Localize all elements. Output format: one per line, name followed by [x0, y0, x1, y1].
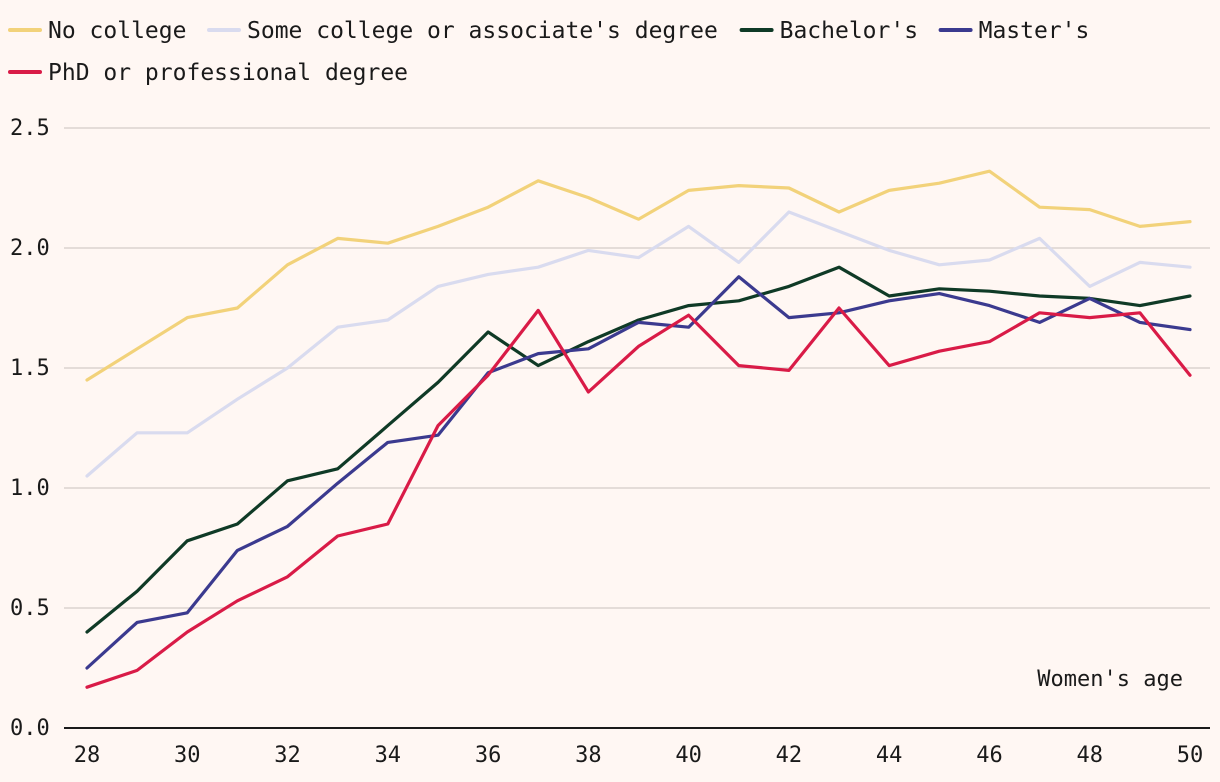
x-tick-label: 28 — [74, 743, 101, 768]
x-tick-label: 48 — [1076, 743, 1103, 768]
x-tick-label: 42 — [776, 743, 803, 768]
x-tick-label: 32 — [274, 743, 301, 768]
legend-label: Some college or associate's degree — [247, 18, 718, 44]
x-tick-label: 38 — [575, 743, 602, 768]
x-tick-label: 34 — [375, 743, 402, 768]
series-line-some-college-or-associate-s-degree — [85, 210, 1192, 478]
legend-label: No college — [48, 18, 186, 44]
x-tick-label: 46 — [976, 743, 1003, 768]
series-lines — [85, 169, 1192, 689]
legend-label: PhD or professional degree — [48, 60, 408, 86]
series-line-bachelor-s — [85, 265, 1192, 634]
y-tick-label: 1.5 — [10, 356, 50, 381]
legend: No college Some college or associate's de… — [8, 18, 1090, 86]
x-tick-label: 50 — [1177, 743, 1204, 768]
grid — [64, 127, 1210, 609]
legend-label: Bachelor's — [780, 18, 918, 44]
legend-label: Master's — [979, 18, 1090, 44]
y-tick-label: 2.0 — [10, 236, 50, 261]
x-axis-annotation: Women's age — [1037, 667, 1183, 692]
axes: 0.0 0.5 1.0 1.5 2.0 2.5 28 30 32 34 36 38 40 42 44 46 48… — [10, 116, 1210, 768]
y-tick-label: 2.5 — [10, 116, 50, 141]
series-line-no-college — [85, 169, 1192, 382]
x-tick-label: 40 — [675, 743, 702, 768]
x-tick-label: 30 — [174, 743, 201, 768]
series-line-master-s — [85, 275, 1192, 670]
x-tick-label: 36 — [475, 743, 502, 768]
series-line-phd-or-professional-degree — [85, 306, 1192, 689]
y-tick-label: 1.0 — [10, 476, 50, 501]
y-tick-label: 0.0 — [10, 716, 50, 741]
y-tick-label: 0.5 — [10, 596, 50, 621]
x-tick-label: 44 — [876, 743, 903, 768]
